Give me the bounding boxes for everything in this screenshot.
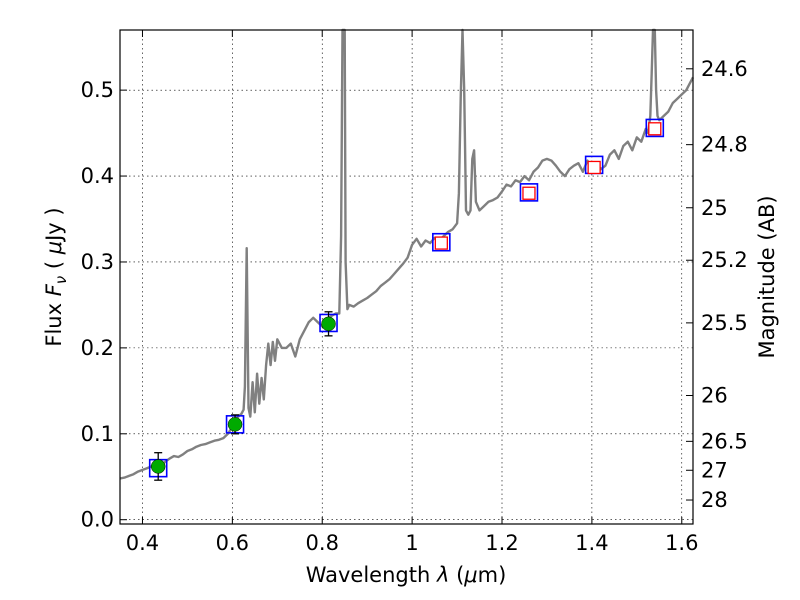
y-tick-label: 0.2	[81, 336, 114, 360]
mag-tick-label: 25.2	[701, 248, 748, 272]
y-tick-label: 0.5	[81, 78, 114, 102]
y-axis-label: Flux Fν ( μJy )	[42, 207, 70, 346]
mag-tick-label: 26	[701, 384, 728, 408]
model-photometry-square	[645, 118, 665, 138]
photometry-markers	[148, 118, 665, 481]
x-tick-label: 1	[405, 531, 418, 555]
model-spectrum	[119, 28, 695, 480]
mag-tick-label: 24.6	[701, 57, 748, 81]
observed-open-square	[434, 236, 448, 250]
plot-frame	[119, 29, 694, 525]
mag-tick-label: 26.5	[701, 429, 748, 453]
x-tick-label: 1.6	[665, 531, 698, 555]
observed-open-square	[587, 160, 601, 175]
x-axis-label: Wavelength λ (μm)	[306, 563, 507, 587]
observed-open-square	[522, 186, 536, 200]
y-tick-label: 0.0	[81, 508, 114, 532]
y-tick-label: 0.1	[81, 422, 114, 446]
spectrum-line	[119, 28, 695, 480]
observed-open-square	[648, 122, 662, 136]
mag-tick-label: 25	[701, 196, 728, 220]
model-photometry-square	[432, 232, 451, 252]
x-tick-label: 1.2	[485, 531, 518, 555]
mag-tick-label: 24.8	[701, 133, 748, 157]
observed-detection-point	[227, 417, 243, 432]
x-tick-label: 0.6	[216, 531, 249, 555]
x-tick-label: 0.4	[126, 531, 159, 555]
y-tick-label: 0.3	[81, 250, 114, 274]
mag-tick-label: 25.5	[701, 311, 748, 335]
right-axis-label: Magnitude (AB)	[755, 195, 779, 358]
x-tick-label: 0.8	[306, 531, 339, 555]
y-tick-label: 0.4	[81, 164, 114, 188]
grid-lines	[120, 30, 693, 524]
axis-ticks: 0.4 0.6 0.8 1 1.2 1.4 1.6 0.0 0.1 0.2 0.3 0.4 0.5 24.…	[81, 30, 748, 555]
observed-detection-point	[321, 316, 336, 332]
model-photometry-square	[519, 183, 539, 202]
mag-tick-label: 28	[701, 488, 728, 512]
mag-tick-label: 27	[701, 458, 728, 482]
x-tick-label: 1.4	[575, 531, 608, 555]
observed-detection-point	[150, 459, 166, 474]
